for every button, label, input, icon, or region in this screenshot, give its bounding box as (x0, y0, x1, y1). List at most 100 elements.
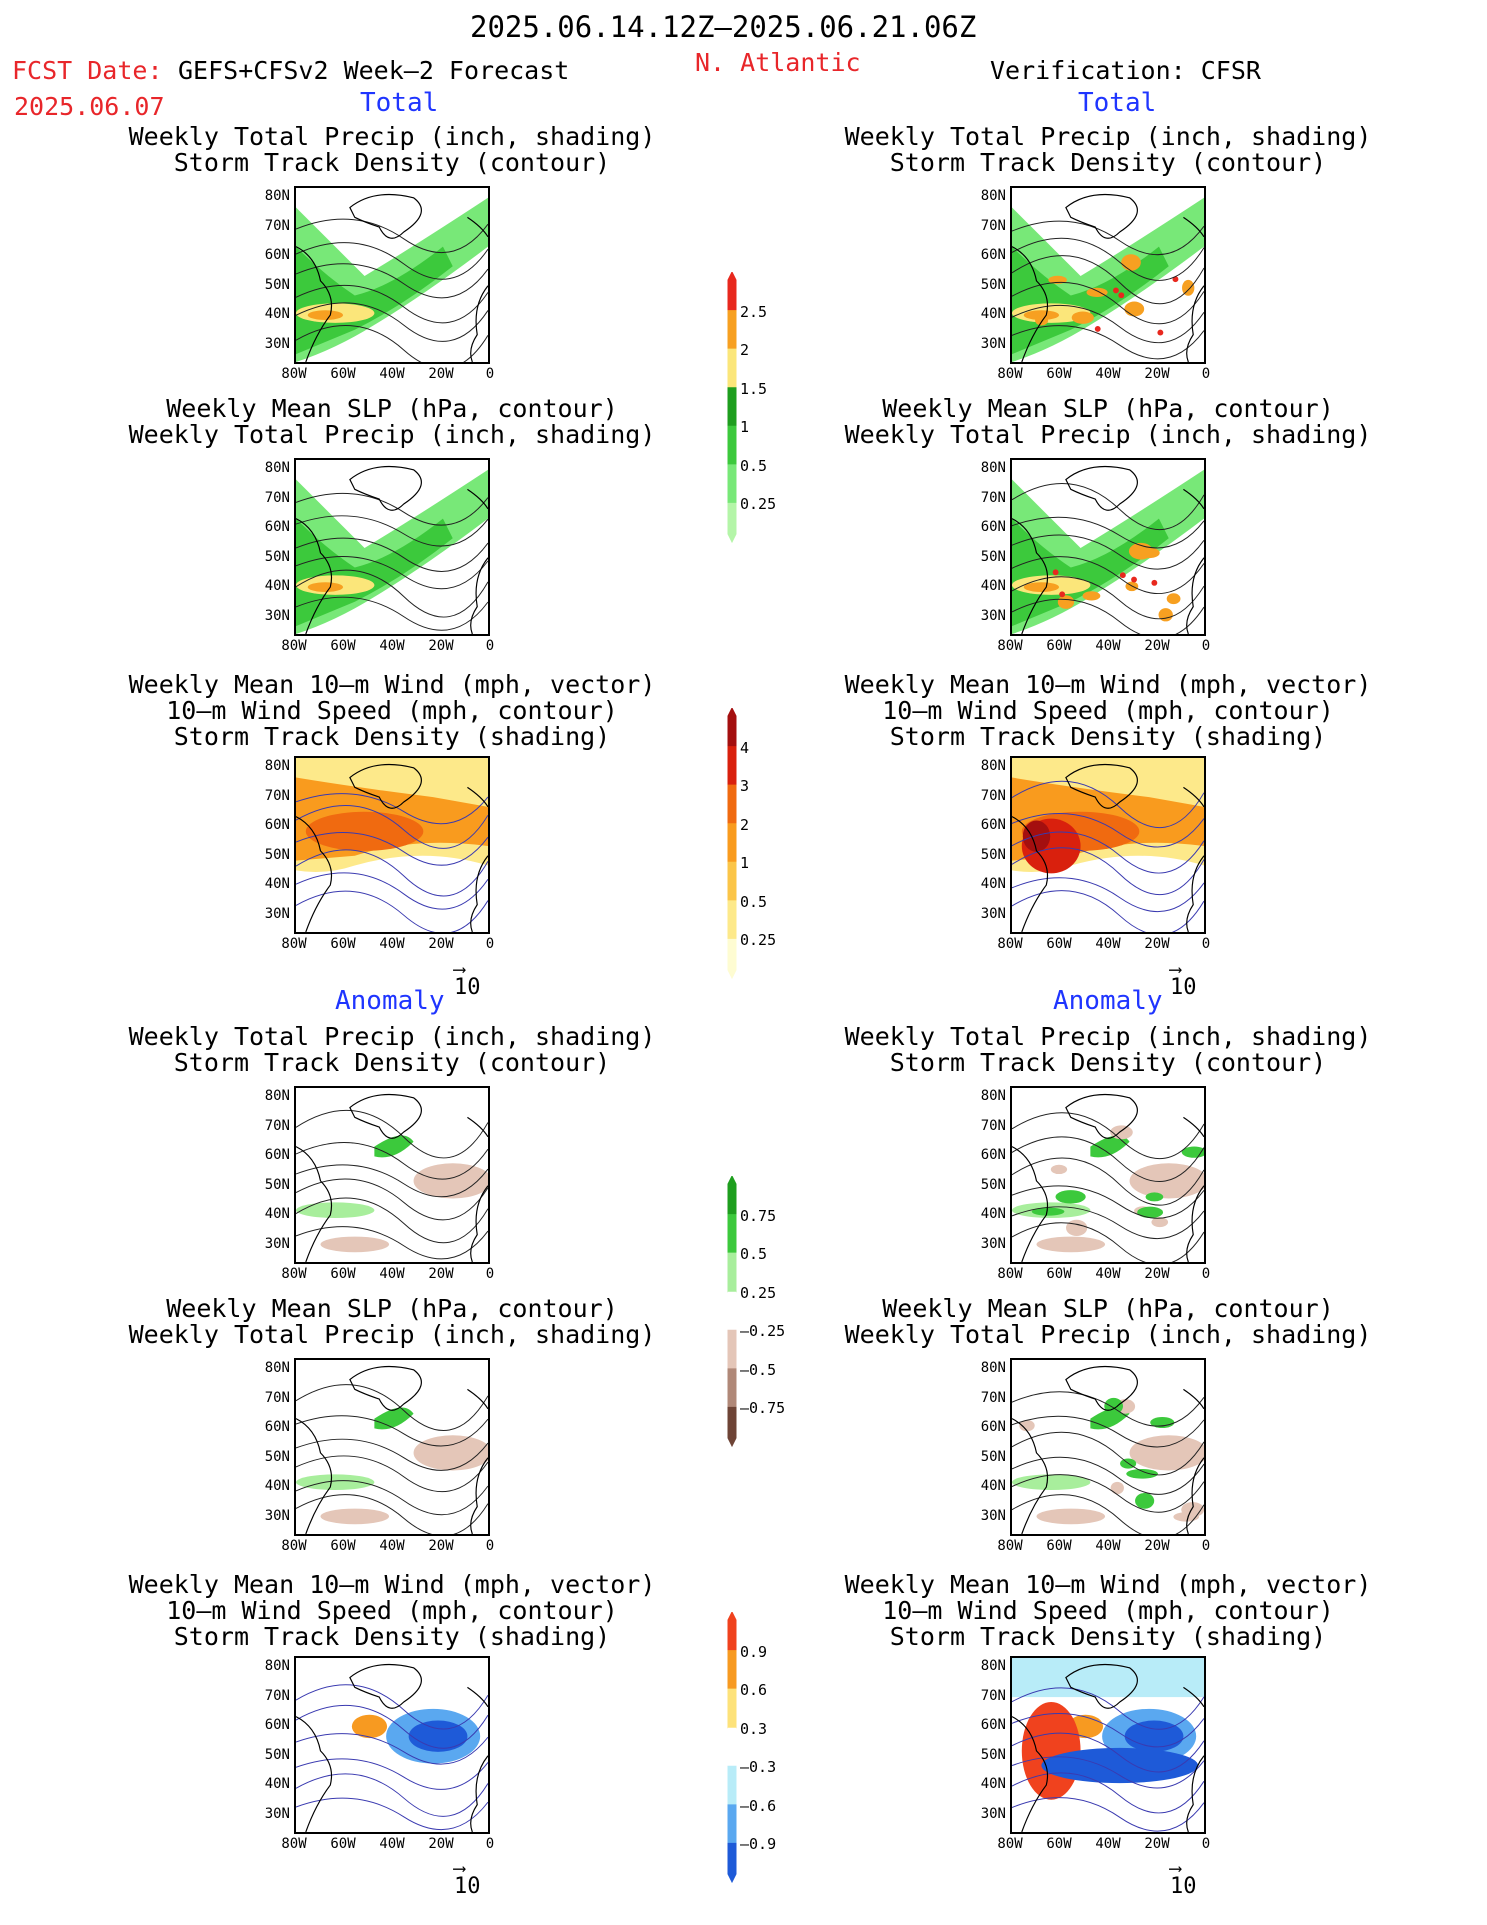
lon-tick-label: 80W (281, 1266, 307, 1282)
map-plot (1012, 193, 1204, 362)
field-shading (1012, 197, 1204, 362)
lat-tick-label: 70N (264, 787, 290, 804)
colorbar-swatch (727, 1368, 737, 1408)
lon-tick-label: 40W (1095, 366, 1121, 382)
colorbar-swatch (727, 1688, 737, 1729)
lat-tick-label: 80N (980, 1360, 1006, 1376)
colorbar-label: 0.5 (740, 456, 768, 475)
colorbar-2 (727, 708, 737, 980)
lon-tick-label: 20W (428, 1538, 454, 1554)
vector-reference: ⟶ 10 (454, 1858, 481, 1900)
panel-title-line: Weekly Mean 10–m Wind (mph, vector) (844, 1570, 1372, 1599)
lat-tick-label: 60N (264, 519, 290, 535)
lon-tick-label: 60W (330, 638, 356, 654)
colorbar-label: 2 (740, 815, 750, 834)
colorbar-label: 0.5 (740, 892, 768, 911)
map-panel-left-5 (294, 1358, 490, 1536)
coastline (1012, 465, 1204, 634)
fcst-label: FCST Date: (12, 56, 163, 85)
lon-tick-label: 60W (330, 1266, 356, 1282)
contour-lines (1012, 1687, 1204, 1832)
colorbar-swatch (727, 938, 737, 980)
lat-tick-label: 80N (980, 460, 1006, 476)
panel-title-line: Storm Track Density (shading) (173, 1622, 611, 1651)
colorbar-label: 2 (740, 341, 750, 360)
colorbar-label: 1 (740, 854, 750, 873)
coastline (296, 1093, 488, 1262)
coastline (296, 465, 488, 634)
lat-tick-label: 50N (264, 1746, 290, 1763)
lat-tick-label: 70N (980, 1117, 1006, 1134)
lon-tick-label: 60W (1046, 638, 1072, 654)
lon-tick-label: 80W (281, 936, 307, 952)
lon-tick-label: 80W (997, 936, 1023, 952)
colorbar-swatch (727, 425, 737, 466)
lon-tick-label: 40W (379, 638, 405, 654)
lon-tick-label: 40W (1095, 936, 1121, 952)
colorbar-label: 0.25 (740, 1283, 777, 1302)
map-plot (1012, 1365, 1204, 1534)
map-plot (296, 1663, 488, 1832)
lat-tick-label: 40N (980, 306, 1006, 322)
lat-tick-label: 60N (264, 1717, 290, 1733)
lon-tick-label: 0 (485, 638, 495, 654)
lon-tick-label: 0 (485, 1538, 495, 1554)
fcst-date: 2025.06.07 (14, 92, 165, 121)
lat-tick-label: 50N (264, 1176, 290, 1193)
lat-tick-label: 80N (264, 1360, 290, 1376)
contour-lines (1012, 483, 1204, 634)
lat-tick-label: 70N (264, 1687, 290, 1704)
panel-title-line: Weekly Total Precip (inch, shading) (128, 420, 656, 449)
lat-tick-label: 60N (980, 247, 1006, 263)
lon-tick-label: 0 (485, 366, 495, 382)
lat-tick-label: 80N (264, 188, 290, 204)
colorbar-swatch (727, 1650, 737, 1690)
colorbar-label: –0.75 (740, 1399, 786, 1418)
lat-tick-label: 30N (264, 1507, 290, 1524)
colorbar-swatch (727, 464, 737, 504)
lat-tick-label: 70N (980, 1687, 1006, 1704)
colorbar-label: 0.25 (740, 931, 777, 950)
colorbar-swatch (728, 1727, 736, 1767)
field-shading (351, 1708, 481, 1764)
lat-tick-label: 40N (980, 1206, 1006, 1222)
colorbar-label: 0.3 (740, 1719, 768, 1738)
region-label: N. Atlantic (695, 48, 861, 77)
lat-tick-label: 80N (264, 1658, 290, 1674)
map-plot (1012, 758, 1204, 932)
coastline (296, 763, 488, 932)
colorbar-swatch (727, 746, 737, 786)
panel-title-line: Weekly Mean 10–m Wind (mph, vector) (844, 670, 1372, 699)
colorbar-label: –0.3 (740, 1758, 777, 1777)
panel-title-line: Weekly Mean SLP (hPa, contour) (882, 394, 1334, 423)
colorbar-swatch (727, 272, 737, 312)
lat-tick-label: 60N (980, 519, 1006, 535)
colorbar-swatch (727, 1804, 737, 1844)
field-shading (296, 197, 488, 362)
lat-tick-label: 50N (980, 846, 1006, 863)
lat-tick-label: 50N (264, 846, 290, 863)
lat-tick-label: 70N (980, 1389, 1006, 1406)
colorbar-swatch (727, 502, 737, 544)
map-plot (296, 1093, 488, 1262)
lon-tick-label: 20W (428, 366, 454, 382)
lon-tick-label: 40W (1095, 1538, 1121, 1554)
map-panel-left-1 (294, 186, 490, 364)
lon-tick-label: 60W (1046, 366, 1072, 382)
lat-tick-label: 60N (264, 1147, 290, 1163)
section-total-right: Total (1078, 88, 1157, 118)
panel-title-line: Storm Track Density (shading) (889, 1622, 1327, 1651)
lon-tick-label: 40W (379, 936, 405, 952)
lat-tick-label: 40N (264, 1776, 290, 1792)
lon-tick-label: 20W (1144, 366, 1170, 382)
colorbar-swatch (727, 861, 737, 902)
field-shading (1012, 469, 1204, 634)
coastline (1012, 1093, 1204, 1262)
colorbar-swatch (727, 1329, 737, 1370)
colorbar-label: 0.75 (740, 1206, 777, 1225)
lat-tick-label: 50N (264, 276, 290, 293)
panel-title-line: 10–m Wind Speed (mph, contour) (882, 696, 1334, 725)
lon-tick-label: 80W (281, 366, 307, 382)
field-shading (296, 469, 488, 634)
map-panel-right-3 (1010, 756, 1206, 934)
